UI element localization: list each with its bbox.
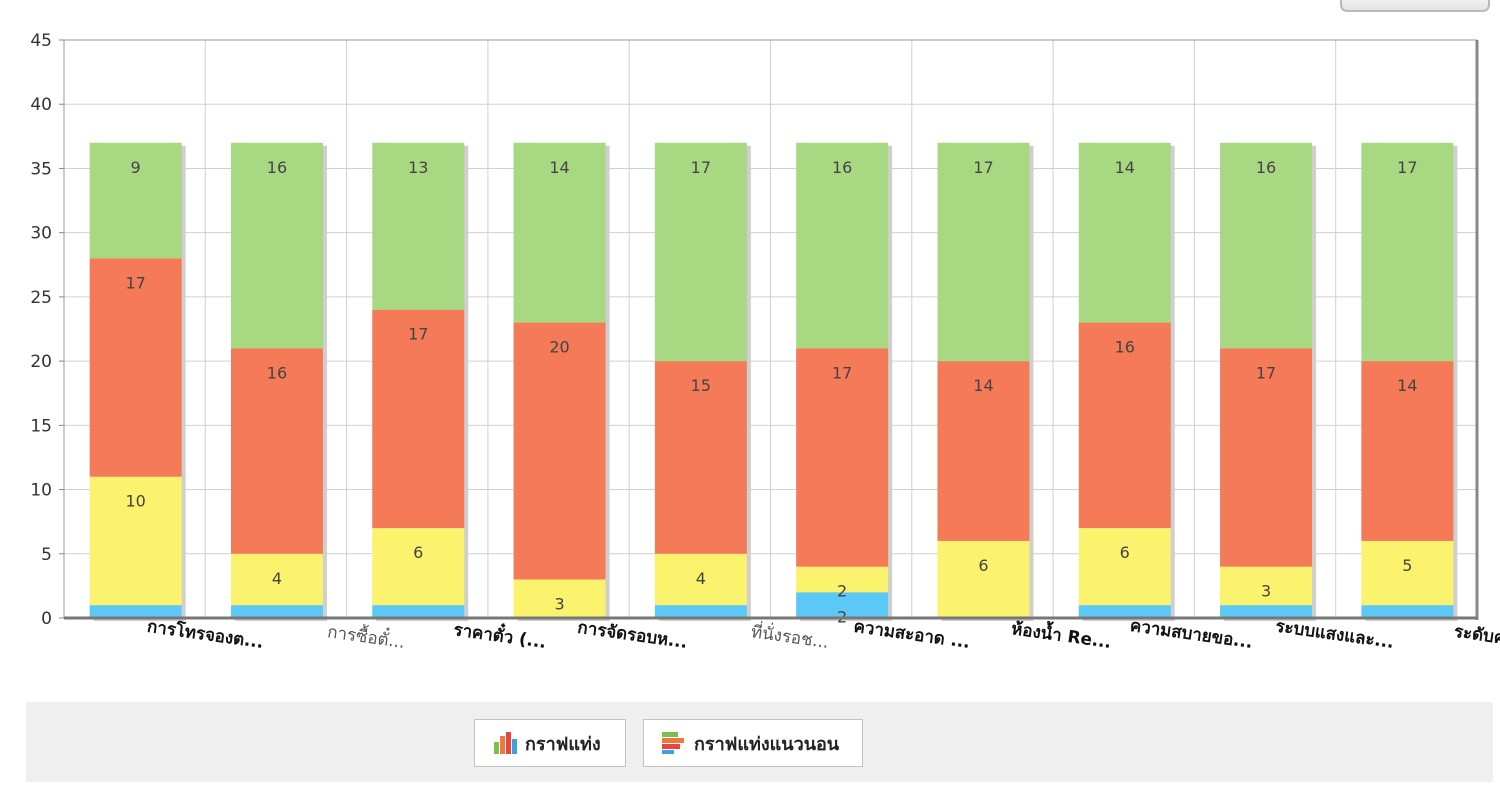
bar-value-label: 17 [832, 363, 852, 382]
x-tick-label: การจัดรอบห... [576, 618, 688, 653]
bar-segment [230, 605, 323, 618]
bar-value-label: 17 [1397, 158, 1417, 177]
bar-segment [796, 592, 889, 618]
bar-chart-button[interactable]: กราฟแท่ง [474, 719, 626, 767]
bar-value-label: 16 [1115, 338, 1135, 357]
bar-segment [89, 476, 182, 606]
bar-value-label: 4 [272, 569, 282, 588]
bar-value-label: 2 [837, 582, 847, 601]
bar-value-label: 6 [978, 556, 988, 575]
bar-segment [1220, 566, 1313, 606]
bar-segment [796, 566, 889, 593]
bar-segment [513, 142, 606, 323]
bar-value-label: 3 [1261, 582, 1271, 601]
bar-value-label: 16 [832, 158, 852, 177]
x-tick-label: ความสบายขอ... [1129, 616, 1254, 653]
x-tick-label: ราคาตั๋ว (... [452, 616, 548, 653]
x-tick-label: ความสะอาด ... [852, 617, 971, 653]
bar-segment [1078, 605, 1171, 618]
bar-value-label: 17 [408, 325, 428, 344]
bar-value-label: 17 [973, 158, 993, 177]
bar-segment [1361, 540, 1454, 606]
bar-value-label: 16 [1256, 158, 1276, 177]
y-tick-label: 40 [30, 95, 52, 115]
bar-value-label: 17 [691, 158, 711, 177]
bar-segment [89, 605, 182, 618]
bar-value-label: 15 [691, 376, 711, 395]
bar-segment [372, 142, 465, 310]
bar-segment [1078, 322, 1171, 529]
bar-value-label: 5 [1402, 556, 1412, 575]
bar-segment [654, 142, 747, 362]
x-tick-label: การซื้อตั๋... [326, 618, 407, 652]
top-corner-button[interactable] [1340, 0, 1490, 12]
y-tick-label: 20 [30, 352, 52, 372]
y-tick-label: 15 [30, 416, 52, 436]
bar-chart-icon [493, 732, 517, 754]
bar-value-label: 4 [696, 569, 706, 588]
horizontal-bar-chart-icon [662, 732, 686, 754]
bar-segment [513, 579, 606, 618]
bar-segment [1078, 528, 1171, 606]
y-tick-label: 35 [30, 159, 52, 179]
bar-value-label: 17 [1256, 363, 1276, 382]
bar-segment [654, 605, 747, 618]
bar-value-label: 14 [549, 158, 569, 177]
bar-segment [796, 142, 889, 349]
bar-segment [230, 348, 323, 554]
horizontal-bar-chart-label: กราฟแท่งแนวนอน [694, 733, 840, 755]
bar-segment [89, 258, 182, 477]
x-tick-label: การโทรจองต... [146, 616, 265, 653]
bar-segment [1220, 348, 1313, 567]
bar-segment [796, 348, 889, 567]
bar-value-label: 6 [413, 543, 423, 562]
bar-value-label: 14 [1397, 376, 1417, 395]
bar-segment [1220, 142, 1313, 349]
bar-segment [372, 528, 465, 606]
bar-chart-label: กราฟแท่ง [525, 733, 601, 755]
bar-value-label: 14 [1115, 158, 1135, 177]
bar-segment [654, 553, 747, 606]
x-tick-label: ที่นั่งรอช... [750, 619, 831, 653]
bar-value-label: 16 [267, 158, 287, 177]
y-tick-label: 0 [41, 609, 52, 629]
bar-value-label: 20 [549, 338, 569, 357]
bar-segment [937, 540, 1030, 618]
y-tick-label: 45 [30, 31, 52, 51]
bar-segment [1220, 605, 1313, 618]
bar-segment [1361, 142, 1454, 362]
bar-value-label: 3 [554, 594, 564, 613]
y-tick-label: 5 [41, 545, 52, 565]
x-tick-label: ระบบแสงและ... [1274, 617, 1395, 653]
bar-segment [89, 142, 182, 259]
bar-value-label: 9 [131, 158, 141, 177]
bar-segment [372, 605, 465, 618]
bar-segment [1361, 605, 1454, 618]
bar-value-label: 14 [973, 376, 993, 395]
y-tick-label: 10 [30, 481, 52, 501]
bar-value-label: 16 [267, 363, 287, 382]
bar-segment [937, 361, 1030, 541]
bar-segment [654, 361, 747, 554]
y-tick-label: 30 [30, 224, 52, 244]
bar-value-label: 13 [408, 158, 428, 177]
stacked-bar-chart: 0510152025303540451017941616617133201441… [30, 31, 1500, 653]
bar-segment [1078, 142, 1171, 323]
bar-segment [937, 142, 1030, 362]
bar-value-label: 17 [125, 273, 145, 292]
bar-value-label: 6 [1120, 543, 1130, 562]
bar-segment [372, 309, 465, 529]
x-tick-label: ระดับความ [1453, 622, 1500, 653]
bar-segment [1361, 361, 1454, 541]
y-tick-label: 25 [30, 288, 52, 308]
horizontal-bar-chart-button[interactable]: กราฟแท่งแนวนอน [643, 719, 863, 767]
bar-segment [230, 553, 323, 606]
chart-type-toolbar: กราฟแท่ง กราฟแท่งแนวนอน [26, 702, 1493, 782]
bar-value-label: 10 [125, 492, 145, 511]
bar-segment [513, 322, 606, 580]
bar-segment [230, 142, 323, 349]
